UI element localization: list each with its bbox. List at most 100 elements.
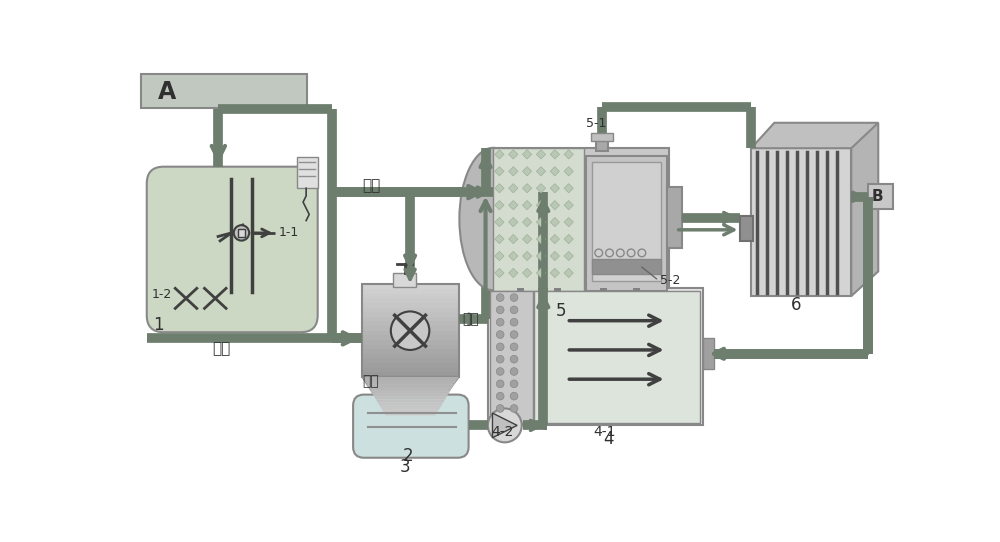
Polygon shape	[536, 251, 546, 261]
Bar	[493, 148, 584, 291]
Polygon shape	[564, 201, 573, 210]
Bar	[362, 312, 459, 317]
Polygon shape	[550, 268, 559, 278]
Bar	[362, 335, 459, 340]
Polygon shape	[851, 123, 878, 296]
Bar	[362, 298, 459, 303]
Polygon shape	[536, 235, 546, 244]
Text: 3: 3	[399, 458, 410, 476]
Polygon shape	[495, 268, 504, 278]
Bar	[362, 321, 459, 326]
Circle shape	[510, 356, 518, 363]
Polygon shape	[550, 235, 559, 244]
Polygon shape	[536, 201, 546, 210]
Text: 1-2: 1-2	[152, 288, 172, 301]
Circle shape	[510, 380, 518, 388]
Text: 5-1: 5-1	[586, 117, 607, 130]
Polygon shape	[509, 251, 518, 261]
Polygon shape	[550, 150, 559, 159]
Circle shape	[496, 367, 504, 376]
Bar	[362, 349, 459, 354]
Bar	[362, 289, 459, 294]
Circle shape	[510, 392, 518, 400]
Polygon shape	[564, 167, 573, 176]
Bar	[362, 308, 459, 312]
Polygon shape	[751, 123, 878, 148]
Polygon shape	[536, 268, 546, 278]
Polygon shape	[550, 251, 559, 261]
Polygon shape	[495, 251, 504, 261]
Circle shape	[510, 343, 518, 351]
Text: B: B	[872, 189, 884, 204]
Bar	[868, 184, 893, 209]
Circle shape	[510, 405, 518, 412]
Polygon shape	[366, 383, 455, 386]
Text: 5: 5	[556, 302, 566, 320]
Polygon shape	[374, 396, 447, 399]
Circle shape	[510, 294, 518, 301]
Polygon shape	[523, 184, 532, 193]
Bar	[488, 288, 703, 425]
Bar	[592, 259, 661, 274]
Polygon shape	[368, 386, 453, 390]
Circle shape	[496, 405, 504, 412]
Text: 进水: 进水	[362, 374, 379, 388]
Bar	[362, 303, 459, 308]
Bar	[586, 156, 667, 291]
Polygon shape	[362, 377, 459, 446]
Circle shape	[510, 367, 518, 376]
Bar	[362, 317, 459, 321]
FancyBboxPatch shape	[353, 395, 469, 458]
Bar	[362, 345, 459, 349]
FancyBboxPatch shape	[147, 167, 318, 332]
Polygon shape	[370, 390, 451, 393]
Circle shape	[496, 331, 504, 338]
Circle shape	[496, 318, 504, 326]
Bar	[362, 326, 459, 331]
Bar	[592, 162, 661, 281]
Text: 灰水: 灰水	[362, 178, 381, 192]
Bar	[362, 354, 459, 358]
Circle shape	[510, 306, 518, 314]
Polygon shape	[550, 167, 559, 176]
Polygon shape	[564, 150, 573, 159]
Bar	[362, 358, 459, 363]
Polygon shape	[536, 217, 546, 227]
Polygon shape	[495, 217, 504, 227]
Polygon shape	[523, 251, 532, 261]
Polygon shape	[536, 167, 546, 176]
Text: 出水: 出水	[462, 312, 479, 326]
Bar	[703, 338, 714, 369]
Bar	[393, 273, 416, 287]
Text: 黑水: 黑水	[212, 341, 230, 356]
Circle shape	[496, 356, 504, 363]
Polygon shape	[523, 235, 532, 244]
Polygon shape	[564, 184, 573, 193]
Text: 1: 1	[153, 317, 164, 334]
Polygon shape	[550, 201, 559, 210]
Bar	[362, 285, 459, 289]
Text: 4-2: 4-2	[491, 424, 513, 438]
Text: 4: 4	[603, 430, 614, 448]
Polygon shape	[509, 201, 518, 210]
Polygon shape	[509, 184, 518, 193]
Polygon shape	[564, 251, 573, 261]
Polygon shape	[536, 150, 546, 159]
Polygon shape	[550, 217, 559, 227]
Polygon shape	[362, 377, 459, 380]
Ellipse shape	[459, 148, 527, 291]
Bar	[490, 291, 533, 423]
Circle shape	[510, 318, 518, 326]
Bar	[740, 216, 753, 241]
Circle shape	[234, 225, 249, 241]
Bar	[362, 285, 459, 377]
Polygon shape	[509, 235, 518, 244]
Polygon shape	[380, 406, 441, 409]
Polygon shape	[382, 409, 439, 412]
Polygon shape	[536, 184, 546, 193]
Text: 4-1: 4-1	[593, 424, 616, 438]
Bar	[238, 229, 245, 237]
Circle shape	[510, 331, 518, 338]
Polygon shape	[495, 150, 504, 159]
Text: 6: 6	[791, 296, 802, 314]
